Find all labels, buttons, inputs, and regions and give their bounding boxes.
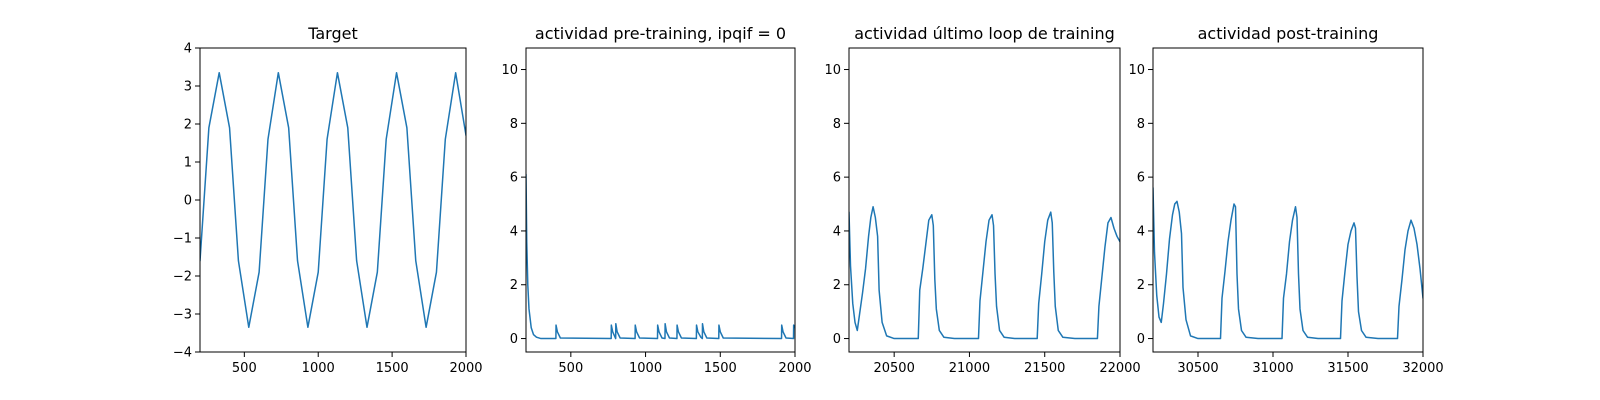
y-tick-label: 2: [833, 278, 841, 293]
series-line: [526, 173, 795, 340]
y-tick-label: 4: [1137, 224, 1145, 239]
y-tick-label: −4: [173, 346, 192, 361]
y-tick-label: 2: [510, 278, 518, 293]
y-tick-label: 8: [1137, 117, 1145, 132]
chart-title: actividad post-training: [1198, 24, 1379, 43]
chart-panel: actividad pre-training, ipqif = 0 500 1000…: [501, 24, 811, 376]
series-line: [200, 71, 466, 329]
y-tick-label: 2: [184, 118, 192, 133]
x-tick-label: 1000: [302, 361, 335, 376]
x-tick-label: 21000: [949, 361, 990, 376]
x-tick-label: 31000: [1252, 361, 1293, 376]
y-tick-label: 10: [824, 63, 841, 78]
y-tick-label: 4: [833, 224, 841, 239]
series-line: [849, 205, 1120, 340]
y-tick-label: 0: [184, 194, 192, 209]
x-tick-label: 31500: [1327, 361, 1368, 376]
x-tick-label: 500: [232, 361, 257, 376]
y-tick-label: 10: [1128, 63, 1145, 78]
y-tick-label: 6: [833, 171, 841, 186]
y-tick-label: −2: [173, 270, 192, 285]
axes-frame: [848, 47, 1121, 353]
y-tick-label: 8: [833, 117, 841, 132]
series-line: [1153, 187, 1423, 340]
y-tick-label: −3: [173, 308, 192, 323]
x-tick-label: 500: [558, 361, 583, 376]
y-tick-label: 10: [501, 63, 518, 78]
x-tick-label: 30500: [1177, 361, 1218, 376]
x-tick-label: 20500: [873, 361, 914, 376]
y-tick-label: 0: [833, 332, 841, 347]
y-tick-label: 4: [184, 42, 192, 57]
chart-title: Target: [307, 24, 358, 43]
y-tick-label: 8: [510, 117, 518, 132]
y-tick-label: 6: [1137, 171, 1145, 186]
y-tick-label: 4: [510, 224, 518, 239]
x-tick-label: 32000: [1402, 361, 1443, 376]
y-tick-label: 0: [510, 332, 518, 347]
y-tick-label: 2: [1137, 278, 1145, 293]
x-tick-label: 1500: [376, 361, 409, 376]
y-tick-label: 0: [1137, 332, 1145, 347]
x-tick-label: 21500: [1024, 361, 1065, 376]
chart-title: actividad pre-training, ipqif = 0: [535, 24, 786, 43]
y-tick-label: 6: [510, 171, 518, 186]
axes-frame: [525, 47, 796, 353]
x-tick-label: 22000: [1099, 361, 1140, 376]
chart-title: actividad último loop de training: [854, 24, 1115, 43]
chart-panel: actividad post-training 30500 31000 31500 32…: [1128, 24, 1443, 376]
y-tick-label: 1: [184, 156, 192, 171]
x-tick-label: 2000: [449, 361, 482, 376]
x-tick-label: 1000: [629, 361, 662, 376]
y-tick-label: −1: [173, 232, 192, 247]
x-tick-label: 2000: [778, 361, 811, 376]
axes-frame: [1152, 47, 1424, 353]
y-tick-label: 3: [184, 80, 192, 95]
axes-frame: [199, 47, 467, 353]
chart-panel: Target 500 1000 1500 2000 −4 −3 −2 −1 0 1 2 3 4: [173, 24, 483, 376]
x-tick-label: 1500: [704, 361, 737, 376]
